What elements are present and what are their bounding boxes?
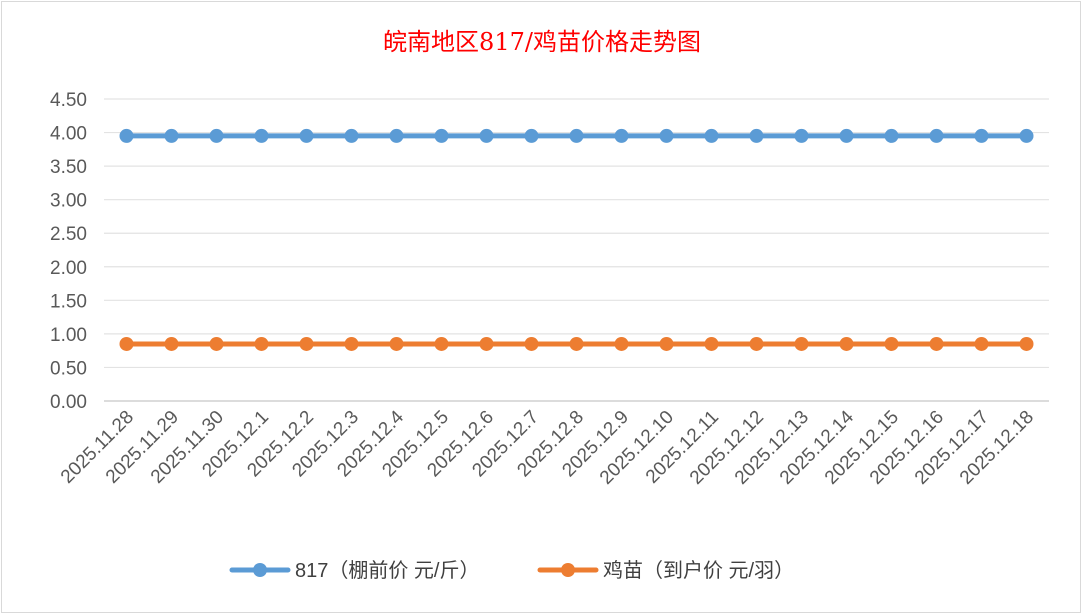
data-point	[569, 128, 584, 143]
data-point	[389, 336, 404, 351]
data-point	[1019, 128, 1034, 143]
data-point	[839, 336, 854, 351]
data-point	[254, 128, 269, 143]
data-point	[929, 128, 944, 143]
data-point	[929, 336, 944, 351]
data-point	[389, 128, 404, 143]
data-point	[524, 336, 539, 351]
data-point	[1019, 336, 1034, 351]
data-point	[704, 336, 719, 351]
data-point	[209, 128, 224, 143]
data-point	[569, 336, 584, 351]
data-point	[884, 336, 899, 351]
y-tick-label: 0.00	[50, 392, 87, 413]
data-point	[659, 336, 674, 351]
data-point	[299, 128, 314, 143]
data-point	[209, 336, 224, 351]
data-point	[974, 128, 989, 143]
data-point	[794, 336, 809, 351]
data-point	[299, 336, 314, 351]
data-point	[614, 336, 629, 351]
y-tick-label: 3.50	[50, 157, 87, 178]
data-point	[749, 336, 764, 351]
data-point	[119, 336, 134, 351]
data-point	[884, 128, 899, 143]
data-point	[254, 336, 269, 351]
data-point	[974, 336, 989, 351]
data-point	[839, 128, 854, 143]
data-point	[749, 128, 764, 143]
data-point	[119, 128, 134, 143]
y-tick-label: 0.50	[50, 358, 87, 379]
data-point	[434, 336, 449, 351]
data-point	[479, 128, 494, 143]
data-point	[614, 128, 629, 143]
legend-label: 817（棚前价 元/斤）	[295, 559, 479, 582]
legend-marker-icon	[561, 563, 575, 577]
y-tick-label: 1.50	[50, 291, 87, 312]
data-point	[704, 128, 719, 143]
data-point	[164, 336, 179, 351]
y-tick-label: 1.00	[50, 325, 87, 346]
y-tick-label: 3.00	[50, 191, 87, 212]
y-tick-label: 4.50	[50, 90, 87, 111]
data-point	[434, 128, 449, 143]
data-point	[659, 128, 674, 143]
data-point	[524, 128, 539, 143]
legend-marker-icon	[253, 563, 267, 577]
y-tick-label: 2.50	[50, 224, 87, 245]
chart-title: 皖南地区817/鸡苗价格走势图	[383, 28, 701, 56]
y-tick-label: 4.00	[50, 124, 87, 145]
data-point	[344, 336, 359, 351]
data-point	[479, 336, 494, 351]
y-tick-label: 2.00	[50, 258, 87, 279]
data-point	[344, 128, 359, 143]
legend-label: 鸡苗（到户价 元/羽）	[603, 559, 794, 582]
data-point	[164, 128, 179, 143]
data-point	[794, 128, 809, 143]
